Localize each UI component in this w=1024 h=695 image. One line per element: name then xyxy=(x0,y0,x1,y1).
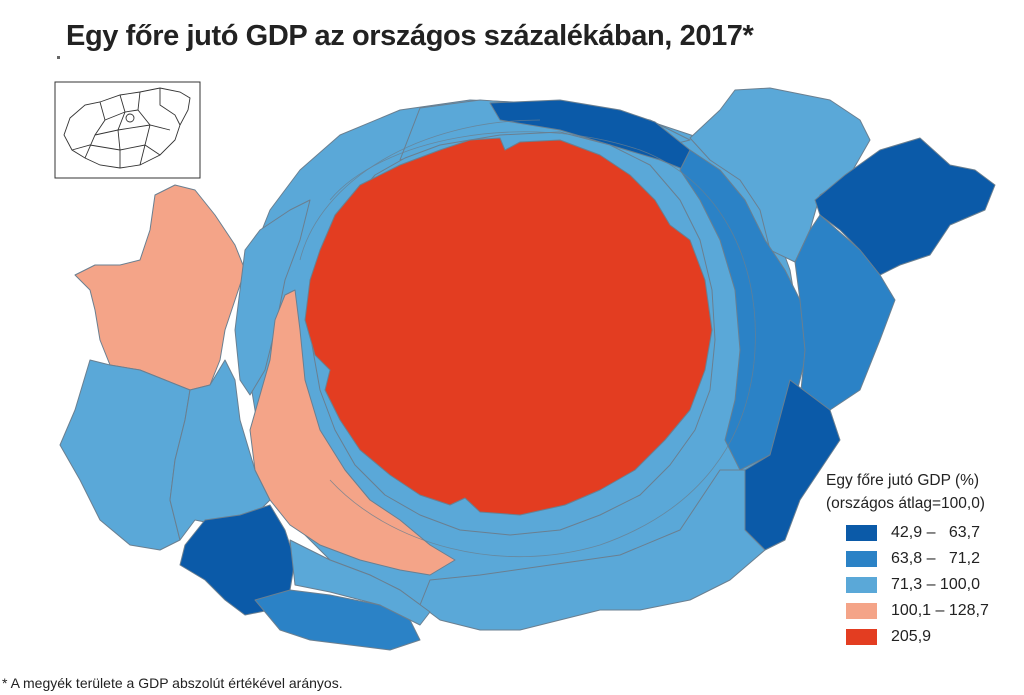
region-fejer xyxy=(249,289,456,576)
region-vas xyxy=(59,359,191,551)
legend: Egy főre jutó GDP (%) (országos átlag=10… xyxy=(826,470,1022,650)
footnote: * A megyék területe a GDP abszolút érték… xyxy=(2,675,343,691)
legend-swatch xyxy=(846,603,877,619)
ring-line-1 xyxy=(329,131,756,558)
region-szabolcs xyxy=(814,137,996,276)
legend-item: 42,9 – 63,7 xyxy=(826,520,1022,546)
legend-subtitle: (országos átlag=100,0) xyxy=(826,495,985,512)
legend-swatch xyxy=(846,629,877,645)
legend-label: 100,1 – 128,7 xyxy=(891,602,989,619)
legend-label: 205,9 xyxy=(891,628,932,645)
title-marker xyxy=(57,56,60,59)
legend-label: 42,9 – 63,7 xyxy=(891,524,980,541)
legend-swatch xyxy=(846,577,877,593)
region-csongrad xyxy=(419,469,766,631)
region-budapest xyxy=(304,137,713,516)
legend-item: 205,9 xyxy=(826,624,1022,650)
ring-line-2 xyxy=(299,119,541,261)
legend-item: 100,1 – 128,7 xyxy=(826,598,1022,624)
map-title: Egy főre jutó GDP az országos százalékáb… xyxy=(66,20,754,52)
legend-swatch xyxy=(846,525,877,541)
legend-title: Egy főre jutó GDP (%) xyxy=(826,472,980,489)
legend-item: 71,3 – 100,0 xyxy=(826,572,1022,598)
legend-label: 71,3 – 100,0 xyxy=(891,576,980,593)
legend-item: 63,8 – 71,2 xyxy=(826,546,1022,572)
region-south xyxy=(289,539,431,626)
legend-label: 63,8 – 71,2 xyxy=(891,550,980,567)
inset-map xyxy=(54,81,201,179)
region-bekes xyxy=(739,379,841,551)
hungary-outline-icon xyxy=(63,87,191,169)
region-gyor xyxy=(74,184,246,391)
legend-swatch xyxy=(846,551,877,567)
